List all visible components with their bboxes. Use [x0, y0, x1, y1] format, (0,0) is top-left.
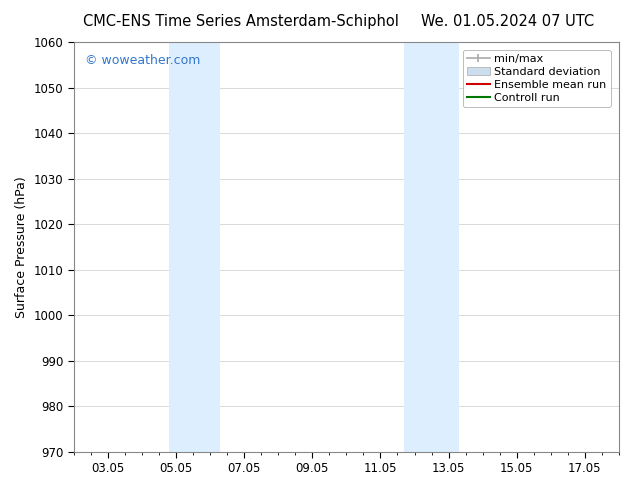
Text: CMC-ENS Time Series Amsterdam-Schiphol: CMC-ENS Time Series Amsterdam-Schiphol [83, 14, 399, 29]
Y-axis label: Surface Pressure (hPa): Surface Pressure (hPa) [15, 176, 28, 318]
Text: © woweather.com: © woweather.com [84, 54, 200, 67]
Bar [404, 42, 459, 452]
Legend: min/max, Standard deviation, Ensemble mean run, Controll run: min/max, Standard deviation, Ensemble me… [463, 49, 611, 107]
Text: We. 01.05.2024 07 UTC: We. 01.05.2024 07 UTC [420, 14, 594, 29]
Bar [169, 42, 220, 452]
